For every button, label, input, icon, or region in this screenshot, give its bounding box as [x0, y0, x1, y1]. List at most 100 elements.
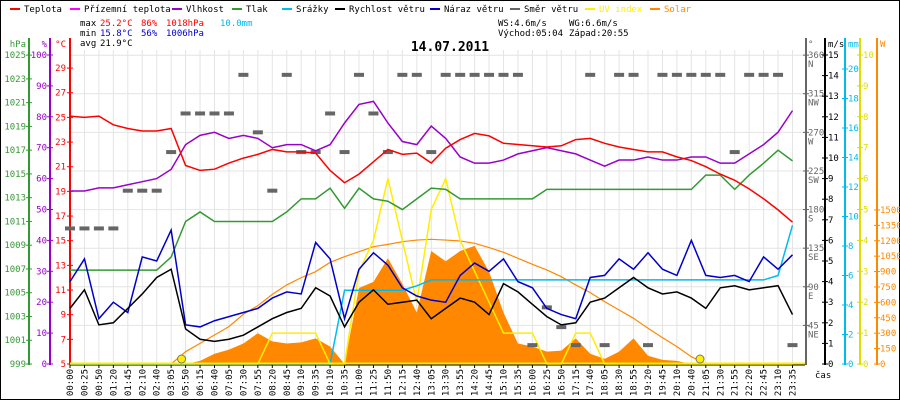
wind-direction-point [440, 72, 451, 77]
uv-tick-label: 9 [863, 82, 868, 92]
x-tick-label: 07:05 [225, 369, 235, 396]
temp-tick-label: 27 [55, 89, 66, 99]
x-tick-label: 06:15 [196, 369, 206, 396]
chart-title: 14.07.2011 [411, 40, 489, 55]
x-tick-label: 11:00 [355, 369, 365, 396]
solar-tick-label: 1500 [880, 206, 900, 216]
x-axis-label: čas [815, 370, 831, 381]
wind-axis-unit: m/s [828, 40, 844, 50]
x-tick-label: 07:55 [254, 369, 264, 396]
wind-direction-point [599, 343, 610, 348]
stats: max 25.2°C 86% 1018hPa 10.0mm min 15.8°C… [80, 19, 629, 49]
temp-axis-unit: °C [55, 40, 66, 50]
press-tick-label: 1019 [4, 122, 26, 132]
legend-label: Srážky [296, 5, 329, 15]
hum-tick-label: 70 [36, 144, 47, 154]
hum-tick-label: 50 [36, 206, 47, 216]
uv-tick-label: 3 [863, 267, 868, 277]
press-tick-label: 1001 [4, 336, 26, 346]
x-axis-ticks: 00:00 00:25 00:50 01:20 01:45 02:10 02:40 03:05… [66, 365, 799, 396]
stat-avg-temp: 21.9°C [100, 39, 133, 49]
dir-tick-label: 315 [808, 90, 824, 100]
press-axis-unit: hPa [10, 40, 26, 50]
rain-tick-label: 2 [848, 331, 853, 341]
wind-direction-point [223, 111, 234, 116]
x-tick-label: 21:05 [702, 369, 712, 396]
stat-max-label: max [80, 19, 97, 29]
wind-direction-point [469, 72, 480, 77]
wind-direction-point [339, 150, 350, 155]
temp-tick-label: 21 [55, 163, 66, 173]
wind-tick-label: 0 [828, 360, 833, 370]
x-tick-label: 16:50 [557, 369, 567, 396]
wind-direction-point [122, 188, 133, 193]
rain-tick-label: 18 [848, 95, 859, 105]
x-tick-label: 14:20 [471, 369, 481, 396]
x-tick-label: 01:45 [124, 369, 134, 396]
press-tick-label: 1021 [4, 99, 26, 109]
series-solar-max-line [170, 238, 707, 365]
x-tick-label: 15:35 [514, 369, 524, 396]
wind-direction-point [657, 72, 668, 77]
uv-tick-label: 0 [863, 360, 868, 370]
wind-direction-point [325, 111, 336, 116]
dir-tick-label: 180 [808, 206, 824, 216]
stat-min-hum: 56% [141, 29, 158, 39]
legend-label: Tlak [246, 5, 268, 15]
wind-tick-label: 3 [828, 298, 833, 308]
x-tick-label: 18:05 [601, 369, 611, 396]
stat-max-press: 1018hPa [166, 19, 204, 29]
wind-direction-point [455, 72, 466, 77]
wind-direction-point [238, 72, 249, 77]
press-tick-label: 1007 [4, 265, 26, 275]
series-solar-area [70, 245, 793, 364]
hum-tick-label: 20 [36, 298, 47, 308]
dir-compass-label: SW [808, 176, 819, 186]
x-tick-label: 23:10 [774, 369, 784, 396]
legend-label: Přízemní teplota [84, 5, 171, 15]
rain-tick-label: 16 [848, 124, 859, 134]
x-tick-label: 12:15 [398, 369, 408, 396]
x-tick-label: 00:50 [95, 369, 105, 396]
wind-direction-point [195, 111, 206, 116]
stat-wind-speed: WS:4.6m/s [498, 19, 547, 29]
x-tick-label: 13:30 [442, 369, 452, 396]
rain-tick-label: 10 [848, 213, 859, 223]
rain-tick-label: 4 [848, 301, 853, 311]
uv-tick-label: 4 [863, 236, 868, 246]
x-tick-label: 07:30 [239, 369, 249, 396]
temp-tick-label: 7 [61, 335, 66, 345]
wind-direction-point [787, 343, 798, 348]
wind-direction-point [527, 343, 538, 348]
legend-label: Náraz větru [444, 5, 504, 15]
press-tick-label: 1013 [4, 194, 26, 204]
x-tick-label: 01:20 [109, 369, 119, 396]
wind-direction-point [108, 226, 119, 231]
rain-tick-label: 14 [848, 154, 859, 164]
wind-direction-point [715, 72, 726, 77]
x-tick-label: 22:45 [760, 369, 770, 396]
stat-avg-label: avg [80, 39, 96, 49]
temp-tick-label: 29 [55, 64, 66, 74]
uv-tick-label: 7 [863, 144, 868, 154]
x-tick-label: 06:40 [211, 369, 221, 396]
stat-min-label: min [80, 29, 96, 39]
press-tick-label: 1025 [4, 51, 26, 61]
x-tick-label: 11:25 [369, 369, 379, 396]
hum-tick-label: 30 [36, 267, 47, 277]
dir-compass-label: SE [808, 253, 819, 263]
dir-compass-label: E [808, 292, 813, 302]
wind-direction-point [585, 72, 596, 77]
x-tick-label: 15:10 [500, 369, 510, 396]
series-tlak-line [70, 149, 793, 271]
wind-direction-point [570, 343, 581, 348]
solar-tick-label: 1200 [880, 237, 900, 247]
solar-tick-label: 0 [880, 360, 885, 370]
wind-direction-point [267, 188, 278, 193]
hum-tick-label: 90 [36, 82, 47, 92]
solar-tick-label: 300 [880, 329, 896, 339]
stat-min-temp: 15.8°C [100, 29, 133, 39]
wind-direction-point [758, 72, 769, 77]
wind-tick-label: 1 [828, 339, 833, 349]
